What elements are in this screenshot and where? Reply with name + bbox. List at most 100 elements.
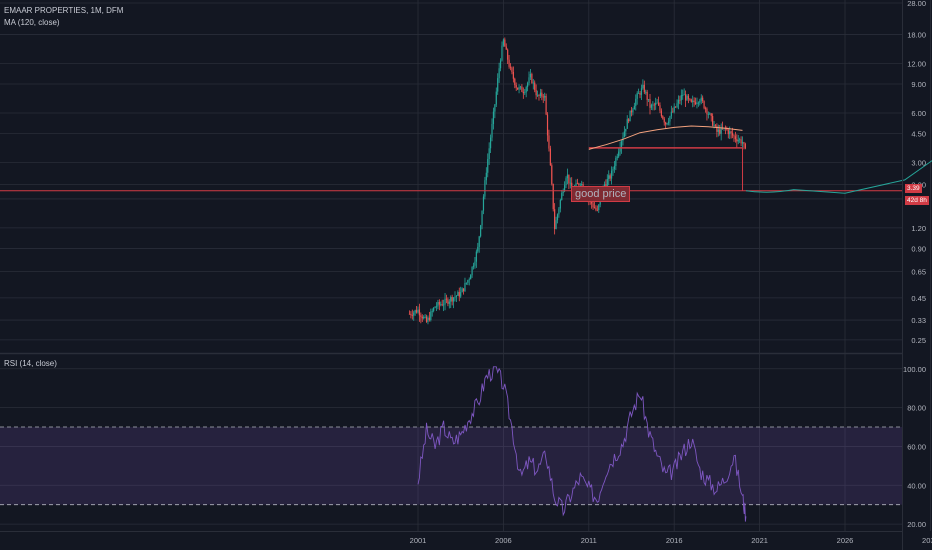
candle-body <box>457 292 459 296</box>
candle-body <box>541 92 543 97</box>
candle-body <box>558 208 560 215</box>
candle-body <box>633 105 635 110</box>
candle-body <box>552 183 554 210</box>
candle-body <box>669 116 671 122</box>
price-tick-label: 6.00 <box>911 109 926 118</box>
candle-body <box>647 99 650 100</box>
candle-body <box>488 148 490 160</box>
candle-body <box>729 131 731 135</box>
candle-body <box>421 316 423 319</box>
candle-body <box>474 261 476 266</box>
x-tick-label: 2021 <box>751 536 768 545</box>
candle-body <box>450 297 452 302</box>
candle-body <box>593 207 596 209</box>
candle-body <box>568 174 570 184</box>
candle-body <box>707 114 709 115</box>
candle-body <box>650 104 653 108</box>
rsi-indicator-label[interactable]: RSI (14, close) <box>4 359 57 368</box>
candle-body <box>635 98 637 106</box>
candle-body <box>423 316 425 319</box>
candle-body <box>546 114 549 136</box>
candle-body <box>663 118 665 123</box>
candle-body <box>679 99 681 101</box>
candle-body <box>713 125 715 126</box>
rsi-tick-label: 100.00 <box>903 365 926 374</box>
candle-body <box>464 283 466 292</box>
candle-body <box>719 129 721 134</box>
candle-body <box>529 73 532 78</box>
candle-body <box>511 67 513 72</box>
candle-body <box>504 39 506 47</box>
candle-body <box>454 296 456 298</box>
candle-body <box>508 59 510 67</box>
candle-body <box>438 301 440 305</box>
candle-body <box>477 246 479 252</box>
candle-body <box>700 97 702 101</box>
rsi-pane <box>417 366 747 522</box>
candle-body <box>638 93 640 94</box>
candle-body <box>411 315 413 316</box>
candle-body <box>470 275 472 280</box>
candle-body <box>519 86 522 88</box>
candle-body <box>683 94 685 96</box>
candle-body <box>484 180 486 197</box>
candle-body <box>665 122 667 125</box>
candle-body <box>535 90 537 96</box>
candle-body <box>656 102 658 104</box>
candle-body <box>548 135 550 149</box>
candle-body <box>628 119 630 122</box>
ma-indicator-label[interactable]: MA (120, close) <box>4 18 60 27</box>
price-tick-label: 0.45 <box>911 294 926 303</box>
candle-body <box>689 98 691 100</box>
candle-body <box>542 96 544 98</box>
candle-body <box>413 312 415 316</box>
candle-body <box>598 204 600 210</box>
candle-body <box>741 142 744 144</box>
candle-body <box>539 92 542 96</box>
candle-body <box>559 199 561 209</box>
candle-body <box>687 95 690 99</box>
rsi-tick-label: 40.00 <box>907 481 926 490</box>
candle-body <box>435 306 438 308</box>
x-tick-label: 2001 <box>410 536 427 545</box>
candle-body <box>556 214 559 221</box>
candle-body <box>441 304 443 306</box>
candle-body <box>498 68 500 79</box>
candle-body <box>670 111 672 117</box>
symbol-title[interactable]: EMAAR PROPERTIES, 1M, DFM <box>4 6 124 15</box>
candle-body <box>494 104 496 112</box>
candle-body <box>726 128 728 130</box>
candle-body <box>461 288 463 293</box>
candle-body <box>630 110 633 113</box>
candle-body <box>677 99 680 104</box>
candle-body <box>615 157 617 166</box>
candle-body <box>690 99 692 102</box>
candle-body <box>612 169 614 171</box>
candle-body <box>576 183 579 185</box>
candle-body <box>433 307 435 311</box>
candle-body <box>526 83 529 88</box>
candle-body <box>521 86 523 92</box>
candle-body <box>618 151 620 157</box>
candle-body <box>565 178 567 186</box>
candle-body <box>517 87 519 90</box>
candle-body <box>662 116 664 119</box>
candle-body <box>666 123 668 125</box>
candle-body <box>739 139 741 141</box>
price-tick-label: 1.20 <box>911 224 926 233</box>
candle-body <box>555 220 557 229</box>
candle-body <box>482 196 485 211</box>
price-tick-label: 4.50 <box>911 130 926 139</box>
candle-body <box>492 111 495 125</box>
candle-body <box>505 46 507 50</box>
projection-arrow <box>745 160 932 194</box>
good-price-note[interactable]: good price <box>571 186 631 202</box>
candle-body <box>693 100 695 103</box>
candle-body <box>694 102 697 104</box>
candle-body <box>427 317 429 322</box>
candle-body <box>452 297 455 302</box>
price-tick-label: 0.25 <box>911 336 926 345</box>
candle-body <box>703 101 705 109</box>
candle-body <box>472 265 475 267</box>
